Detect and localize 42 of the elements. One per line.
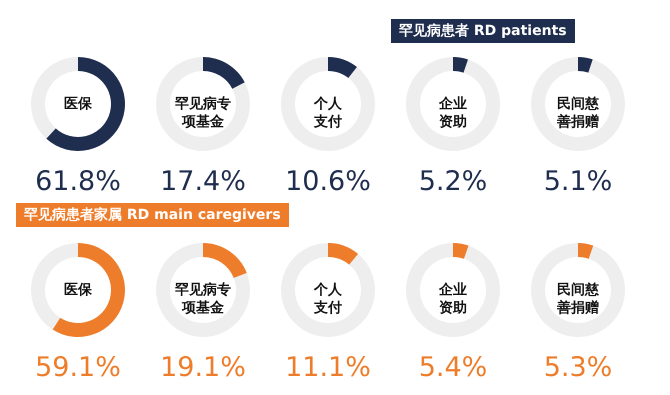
donut-slice: [453, 243, 469, 259]
donut-slice: [531, 57, 625, 151]
donut-slice: [328, 57, 358, 78]
text: 61.8%: [35, 166, 121, 197]
donut-slice: [453, 57, 468, 73]
donut-slice: [46, 57, 125, 151]
donut-slice: [406, 57, 500, 151]
text: 企业资助: [438, 96, 467, 130]
text: 民间慈善捐赠: [556, 282, 600, 316]
donut-slice: [203, 57, 245, 89]
text: 企业资助: [438, 282, 467, 316]
text: 医保: [64, 282, 93, 298]
text: 个人支付: [313, 282, 343, 316]
donut-slice: [31, 57, 78, 139]
donut-slice: [31, 243, 78, 330]
text: 5.3%: [544, 352, 612, 383]
text: 10.6%: [285, 166, 371, 197]
donut-slice: [531, 243, 625, 337]
text: 17.4%: [160, 166, 246, 197]
donut-slice: [578, 57, 593, 73]
donut-slice: [578, 243, 594, 259]
text: 罕见病专项基金: [174, 95, 231, 130]
donut-slice: [328, 243, 358, 265]
text: 5.2%: [418, 166, 488, 197]
text: 个人支付: [313, 96, 343, 130]
donut-slice: [203, 243, 247, 278]
text: 59.1%: [35, 352, 121, 383]
text: 罕见病专项基金: [174, 281, 231, 316]
donut-slice: [281, 57, 375, 151]
text: 5.4%: [418, 352, 488, 383]
donut-slice: [156, 243, 250, 337]
chart-title: 罕见病患者家属 RD main caregivers: [16, 203, 289, 227]
donut-slice: [156, 57, 250, 151]
text: 医保: [64, 96, 93, 112]
text: 11.1%: [285, 352, 371, 383]
chart-title: 罕见病患者 RD patients: [391, 19, 575, 43]
donut-slice: [406, 243, 500, 337]
text: 民间慈善捐赠: [556, 96, 600, 130]
text: 19.1%: [160, 352, 246, 383]
donut-slice: [281, 243, 375, 337]
donut-slice: [52, 243, 125, 337]
text: 5.1%: [544, 166, 612, 197]
